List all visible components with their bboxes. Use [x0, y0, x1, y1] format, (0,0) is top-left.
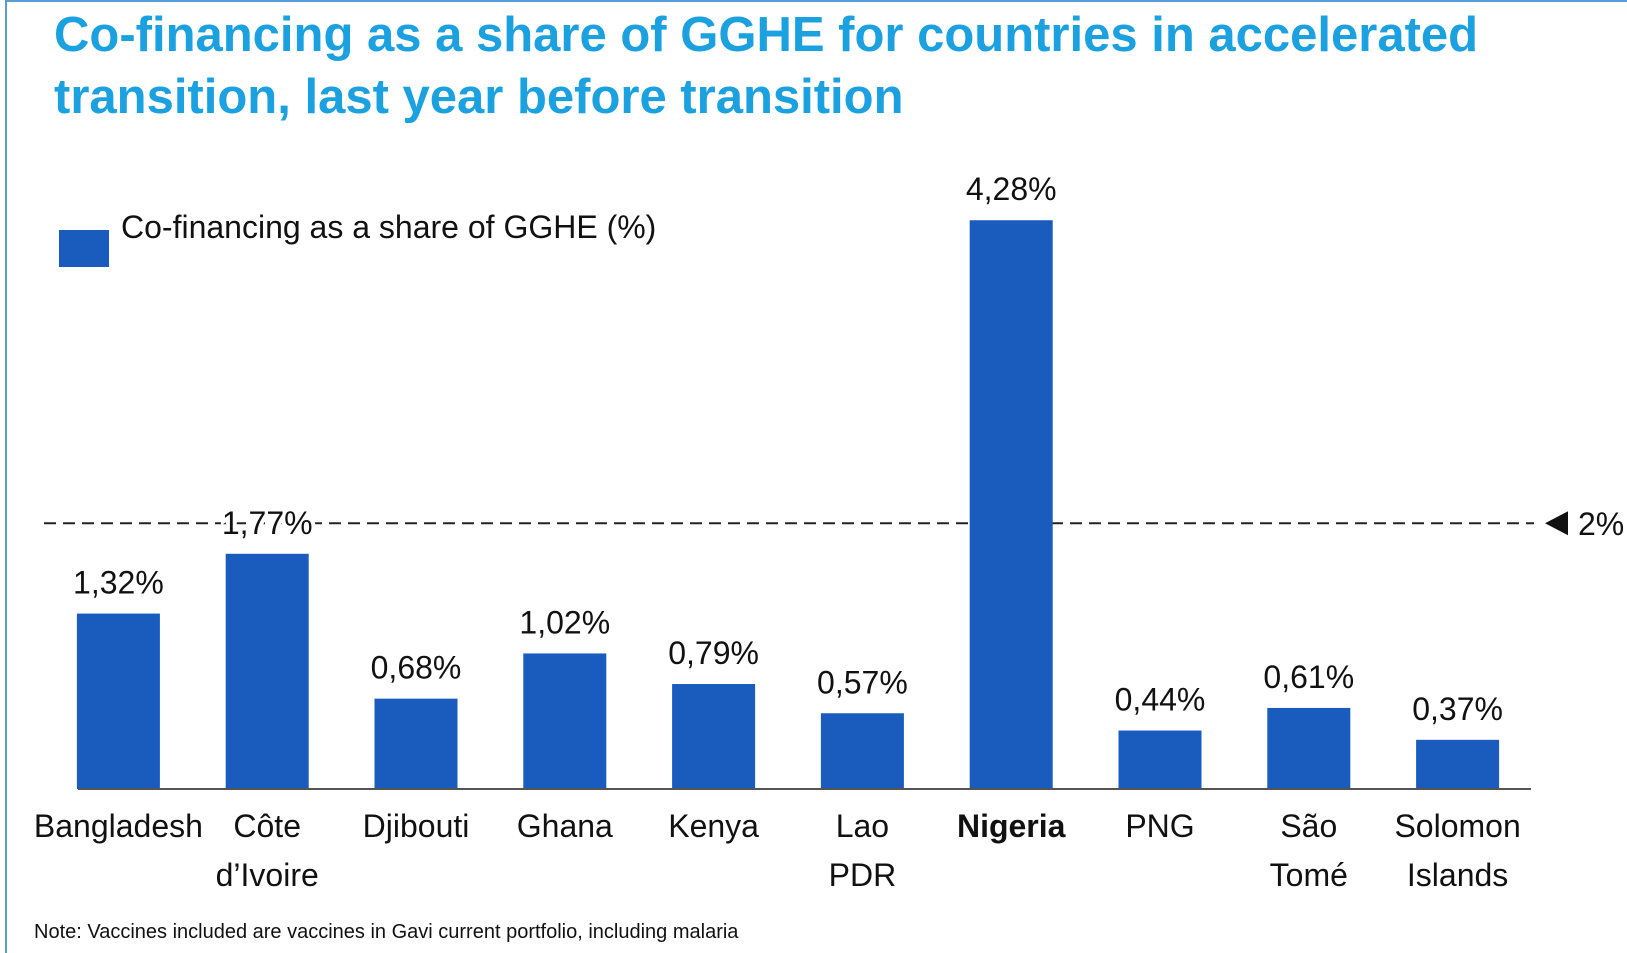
bar	[523, 653, 607, 789]
chart-title: Co-financing as a share of GGHE for coun…	[54, 8, 1479, 124]
legend-label: Co-financing as a share of GGHE (%)	[121, 209, 657, 245]
x-tick-label: Solomon Islands	[1394, 808, 1520, 893]
x-tick-label: Ghana	[517, 808, 613, 844]
note: Note: Vaccines included are vaccines in …	[34, 921, 739, 943]
x-tick-label: São Tomé	[1270, 808, 1348, 893]
x-tick-label: Djibouti	[363, 808, 470, 844]
bar	[374, 698, 458, 789]
frame	[5, 0, 1627, 953]
bar	[969, 220, 1053, 790]
x-tick-label: Lao PDR	[829, 808, 897, 893]
value-label: 0,61%	[1263, 659, 1354, 695]
x-tick-label: Côte d’Ivoire	[216, 808, 319, 893]
x-tick-label: Kenya	[668, 808, 759, 844]
x-tick-label: PNG	[1125, 808, 1194, 844]
bar	[1118, 730, 1202, 789]
value-label: 0,79%	[668, 635, 759, 671]
bar	[225, 553, 309, 789]
bar	[820, 713, 904, 789]
value-label: 1,32%	[73, 565, 164, 601]
value-label: 1,77%	[222, 505, 313, 541]
bar	[672, 684, 756, 789]
bar	[76, 613, 160, 789]
value-label: 4,28%	[966, 171, 1057, 207]
bar	[1416, 739, 1500, 789]
value-label: 1,02%	[519, 604, 610, 640]
x-tick-label: Bangladesh	[34, 808, 203, 844]
reference-label: 2%	[1578, 506, 1624, 542]
value-label: 0,44%	[1115, 682, 1206, 718]
legend-swatch	[59, 230, 109, 267]
value-label: 0,68%	[371, 650, 462, 686]
value-label: 0,37%	[1412, 691, 1503, 727]
x-tick-label: Nigeria	[957, 808, 1066, 844]
value-label: 0,57%	[817, 664, 908, 700]
bar	[1267, 707, 1351, 789]
reference-arrow	[1545, 511, 1568, 536]
legend: Co-financing as a share of GGHE (%)	[59, 203, 681, 267]
